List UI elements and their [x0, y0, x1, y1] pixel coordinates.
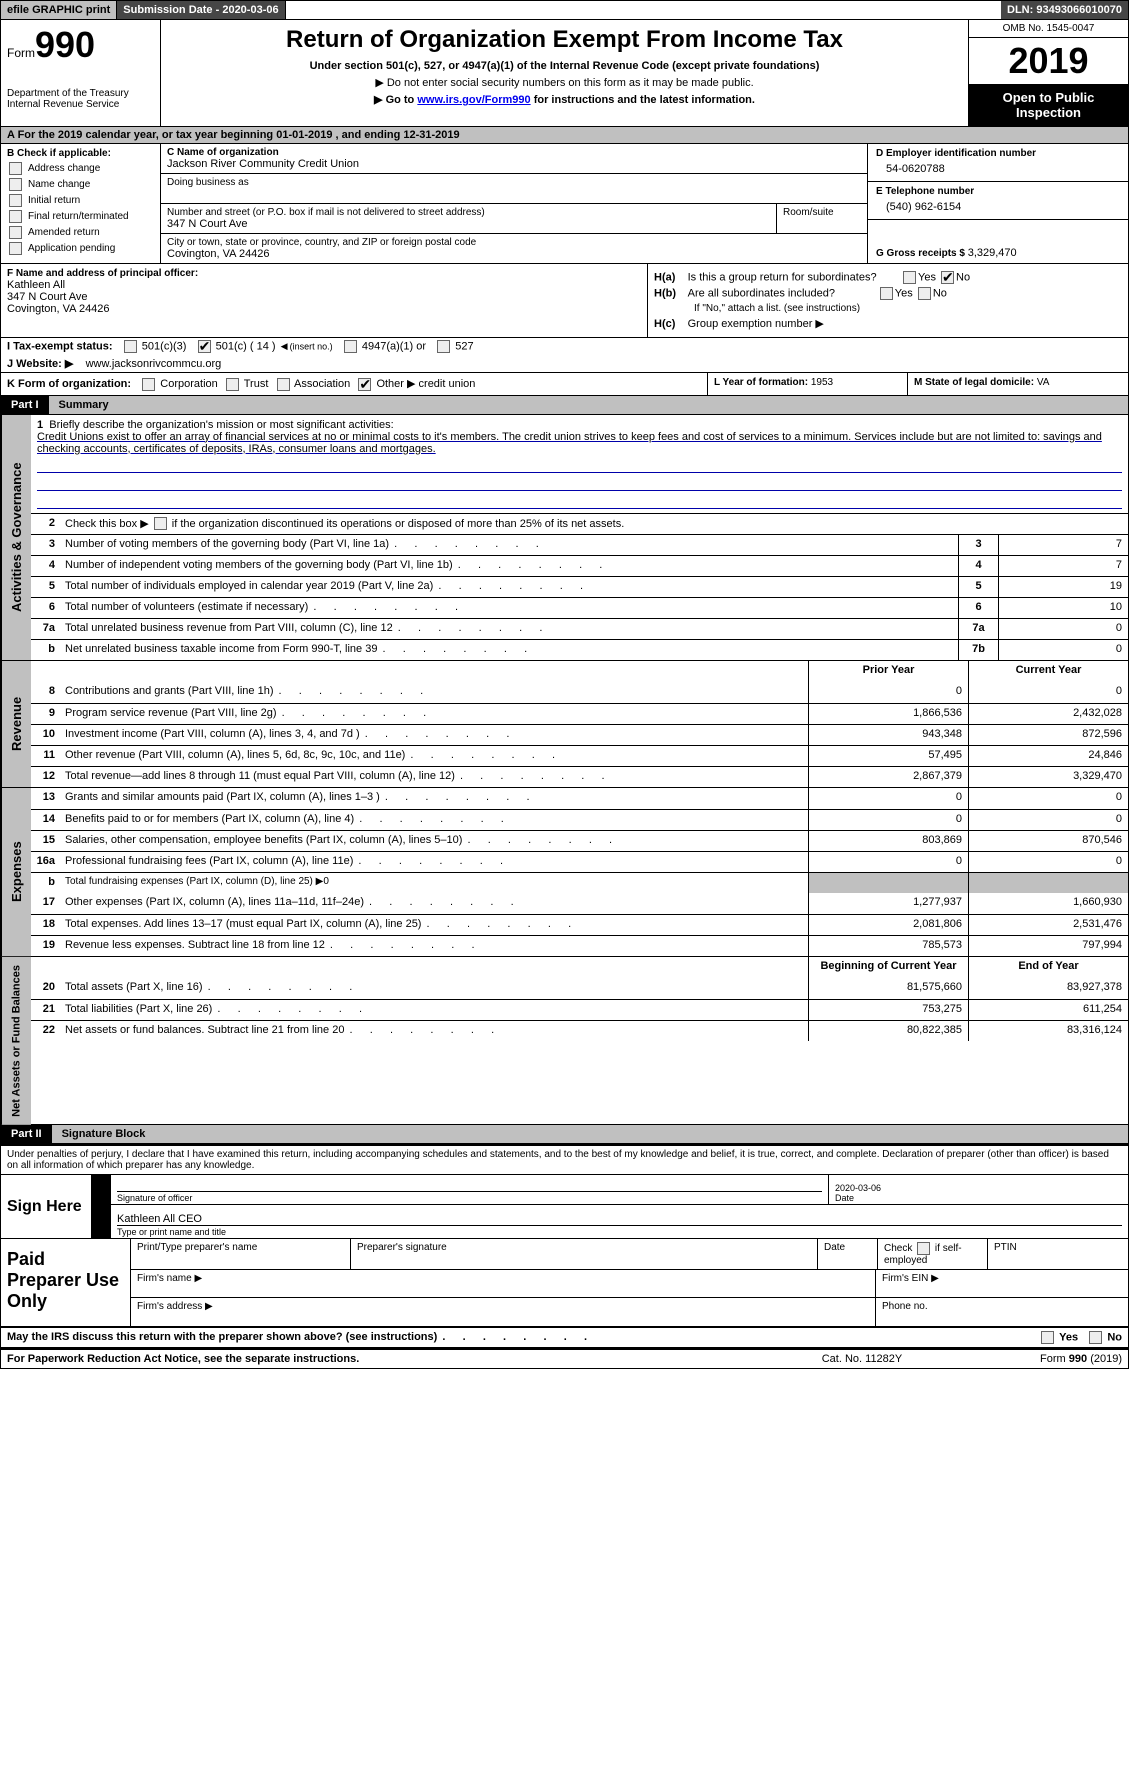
checkbox-address[interactable] [9, 162, 22, 175]
efile-label: efile GRAPHIC print [1, 1, 117, 19]
table-row: 20Total assets (Part X, line 16)81,575,6… [31, 978, 1128, 999]
part1-header: Part I Summary [0, 396, 1129, 415]
cb-assoc[interactable] [277, 378, 290, 391]
top-bar: efile GRAPHIC print Submission Date - 20… [0, 0, 1129, 20]
cb-self-employed[interactable] [917, 1242, 930, 1255]
penalty-text: Under penalties of perjury, I declare th… [1, 1146, 1128, 1174]
checkbox-ha-no[interactable] [941, 271, 954, 284]
val-6: 10 [998, 598, 1128, 618]
checkbox-name[interactable] [9, 178, 22, 191]
checkbox-amended[interactable] [9, 226, 22, 239]
website: www.jacksonrivcommcu.org [86, 358, 222, 370]
header-left: Form990 Department of the Treasury Inter… [1, 20, 161, 126]
ein: 54-0620788 [876, 159, 1120, 177]
table-row: 14Benefits paid to or for members (Part … [31, 809, 1128, 830]
checkbox-ha-yes[interactable] [903, 271, 916, 284]
sig-date: 2020-03-06 [835, 1183, 1122, 1193]
cb-discuss-yes[interactable] [1041, 1331, 1054, 1344]
val-5: 19 [998, 577, 1128, 597]
h-a: H(a) Is this a group return for subordin… [654, 271, 1122, 284]
year-formation: 1953 [811, 377, 833, 388]
checkbox-final[interactable] [9, 210, 22, 223]
form-title: Return of Organization Exempt From Incom… [171, 26, 958, 54]
table-row: 8Contributions and grants (Part VIII, li… [31, 682, 1128, 703]
row-j: J Website: ▶ www.jacksonrivcommcu.org [0, 355, 1129, 373]
table-row: 17Other expenses (Part IX, column (A), l… [31, 893, 1128, 914]
footer: For Paperwork Reduction Act Notice, see … [0, 1348, 1129, 1369]
table-row: 21Total liabilities (Part X, line 26)753… [31, 999, 1128, 1020]
table-row: 11Other revenue (Part VIII, column (A), … [31, 745, 1128, 766]
discuss-row: May the IRS discuss this return with the… [0, 1327, 1129, 1348]
cb-527[interactable] [437, 340, 450, 353]
row-f-h: F Name and address of principal officer:… [0, 264, 1129, 338]
tax-year: 2019 [969, 38, 1128, 84]
instructions-link: ▶ Go to www.irs.gov/Form990 for instruct… [171, 93, 958, 106]
row-k-l-m: K Form of organization: Corporation Trus… [0, 373, 1129, 396]
submission-date: Submission Date - 2020-03-06 [117, 1, 285, 19]
table-row: 15Salaries, other compensation, employee… [31, 830, 1128, 851]
signature-block: Under penalties of perjury, I declare th… [0, 1144, 1129, 1327]
section-netassets: Net Assets or Fund Balances Beginning of… [0, 957, 1129, 1126]
dln: DLN: 93493066010070 [1001, 1, 1128, 19]
dept-label: Department of the Treasury Internal Reve… [7, 88, 154, 110]
table-row: 10Investment income (Part VIII, column (… [31, 724, 1128, 745]
table-row: 12Total revenue—add lines 8 through 11 (… [31, 766, 1128, 787]
col-de: D Employer identification number 54-0620… [868, 144, 1128, 263]
checkbox-initial[interactable] [9, 194, 22, 207]
org-city: Covington, VA 24426 [167, 248, 861, 260]
phone: (540) 962-6154 [876, 197, 1120, 215]
cb-trust[interactable] [226, 378, 239, 391]
gross-receipts: 3,329,470 [968, 247, 1017, 259]
irs-link[interactable]: www.irs.gov/Form990 [417, 94, 530, 106]
checkbox-hb-no[interactable] [918, 287, 931, 300]
cb-corp[interactable] [142, 378, 155, 391]
checkbox-pending[interactable] [9, 242, 22, 255]
block-b-c-d-e: B Check if applicable: Address change Na… [0, 144, 1129, 264]
paid-preparer: Paid Preparer Use Only Print/Type prepar… [1, 1238, 1128, 1326]
section-activities: Activities & Governance 1 Briefly descri… [0, 415, 1129, 661]
table-row: 9Program service revenue (Part VIII, lin… [31, 703, 1128, 724]
table-row: 22Net assets or fund balances. Subtract … [31, 1020, 1128, 1041]
sign-arrow-icon [91, 1175, 111, 1204]
checkbox-hb-yes[interactable] [880, 287, 893, 300]
row-a-tax-year: A For the 2019 calendar year, or tax yea… [0, 127, 1129, 144]
row-i: I Tax-exempt status: 501(c)(3) 501(c) ( … [0, 338, 1129, 355]
h-b: H(b) Are all subordinates included? Yes … [654, 287, 1122, 300]
header-center: Return of Organization Exempt From Incom… [161, 20, 968, 126]
officer-name: Kathleen All [7, 279, 641, 291]
org-name: Jackson River Community Credit Union [167, 158, 861, 170]
form-header: Form990 Department of the Treasury Inter… [0, 20, 1129, 127]
cb-discontinued[interactable] [154, 517, 167, 530]
part2-header: Part II Signature Block [0, 1125, 1129, 1144]
table-row: 16aProfessional fundraising fees (Part I… [31, 851, 1128, 872]
org-street: 347 N Court Ave [167, 218, 770, 230]
cb-501c[interactable] [198, 340, 211, 353]
header-right: OMB No. 1545-0047 2019 Open to Public In… [968, 20, 1128, 126]
val-7a: 0 [998, 619, 1128, 639]
cb-501c3[interactable] [124, 340, 137, 353]
cb-4947[interactable] [344, 340, 357, 353]
mission-text: Credit Unions exist to offer an array of… [37, 431, 1122, 455]
table-row: 13Grants and similar amounts paid (Part … [31, 788, 1128, 809]
cb-other[interactable] [358, 378, 371, 391]
val-7b: 0 [998, 640, 1128, 660]
section-revenue: Revenue Prior Year Current Year 8Contrib… [0, 661, 1129, 788]
section-expenses: Expenses 13Grants and similar amounts pa… [0, 788, 1129, 957]
h-c: H(c) Group exemption number ▶ [654, 317, 1122, 330]
col-b: B Check if applicable: Address change Na… [1, 144, 161, 263]
omb-no: OMB No. 1545-0047 [969, 20, 1128, 38]
cb-discuss-no[interactable] [1089, 1331, 1102, 1344]
table-row: 18Total expenses. Add lines 13–17 (must … [31, 914, 1128, 935]
open-public: Open to Public Inspection [969, 84, 1128, 126]
col-c: C Name of organization Jackson River Com… [161, 144, 1128, 263]
sign-arrow-icon [91, 1205, 111, 1238]
state-domicile: VA [1037, 377, 1050, 388]
officer-print: Kathleen All CEO [117, 1213, 1122, 1225]
val-4: 7 [998, 556, 1128, 576]
val-3: 7 [998, 535, 1128, 555]
table-row: 19Revenue less expenses. Subtract line 1… [31, 935, 1128, 956]
